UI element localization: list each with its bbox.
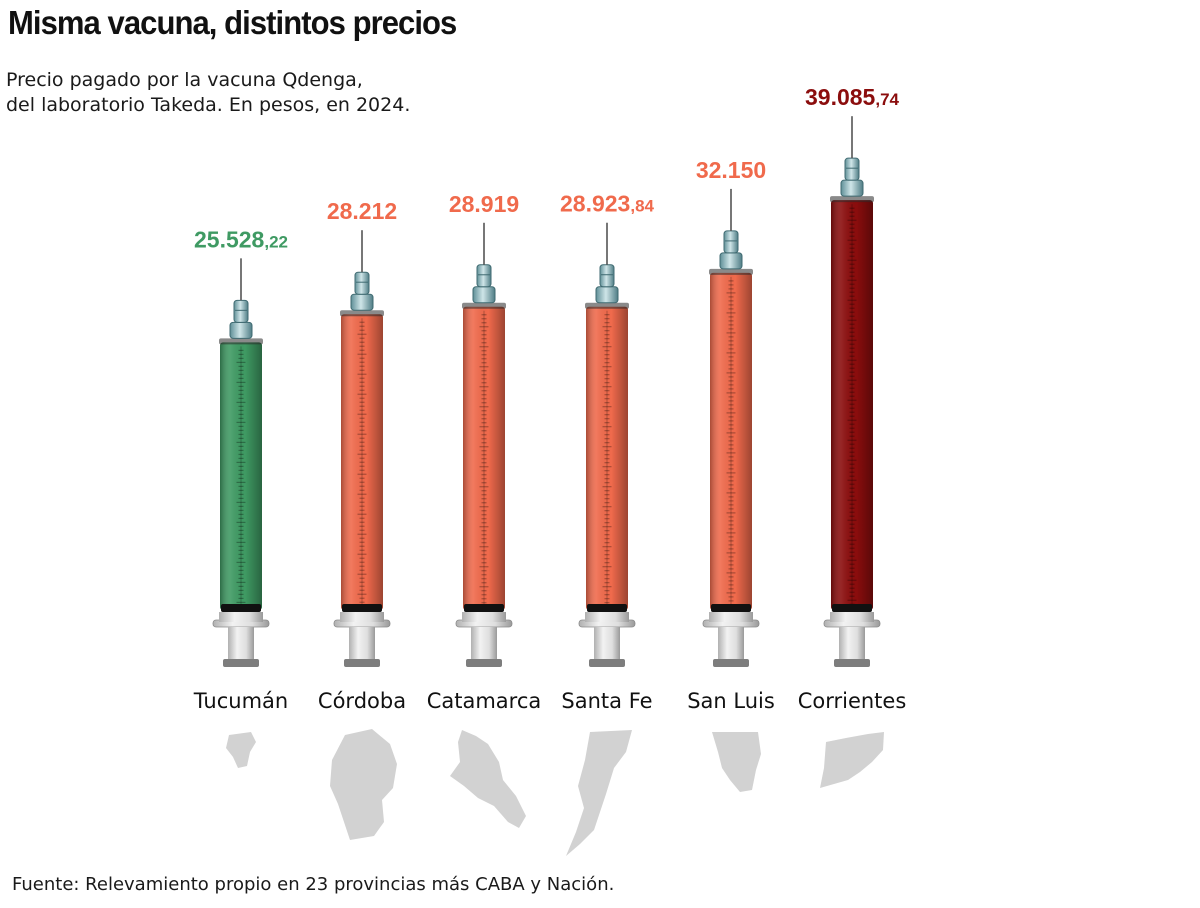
needle-hub <box>723 230 739 254</box>
value-label-main: 28.923 <box>560 191 630 217</box>
plunger-stopper <box>711 604 751 612</box>
barrel-rim <box>219 338 263 345</box>
province-map-icon <box>450 730 526 828</box>
needle-hub <box>350 293 374 311</box>
graduation-ticks <box>479 310 489 608</box>
value-label-main: 39.085 <box>805 84 876 110</box>
needle-hub <box>844 157 860 181</box>
syringe-bar <box>578 222 636 667</box>
syringe-collar <box>585 612 629 622</box>
graduation-ticks <box>602 310 612 608</box>
barrel-rim <box>709 268 753 275</box>
syringe-bar <box>333 230 391 667</box>
value-label: 32.150 <box>696 157 766 183</box>
plunger-stopper <box>342 604 382 612</box>
value-label-decimal: ,22 <box>264 232 288 251</box>
syringe-collar <box>340 612 384 622</box>
syringe-bar <box>702 188 760 667</box>
needle-hub <box>840 179 864 197</box>
category-label: Corrientes <box>798 689 907 713</box>
value-label-decimal: ,84 <box>630 197 654 216</box>
plunger-rod <box>228 627 254 659</box>
value-label: 25.528,22 <box>194 226 288 252</box>
needle-hub <box>233 299 249 323</box>
plunger-thumb <box>344 659 380 667</box>
plunger-rod <box>839 627 865 659</box>
plunger-stopper <box>587 604 627 612</box>
syringe-collar <box>462 612 506 622</box>
category-label: Córdoba <box>318 689 406 713</box>
value-label-main: 32.150 <box>696 157 766 183</box>
plunger-rod <box>594 627 620 659</box>
syringe-bar <box>823 116 881 667</box>
source-note: Fuente: Relevamiento propio en 23 provin… <box>12 874 615 895</box>
plunger-stopper <box>464 604 504 612</box>
syringe-collar <box>709 612 753 622</box>
value-label: 28.919 <box>449 191 519 217</box>
value-label-main: 25.528 <box>194 226 265 252</box>
needle-hub <box>472 286 496 304</box>
chart-subtitle: Precio pagado por la vacuna Qdenga, del … <box>6 68 526 118</box>
subtitle-line-1: Precio pagado por la vacuna Qdenga, <box>6 69 363 91</box>
bar-shading <box>586 306 628 610</box>
value-label-decimal: ,74 <box>875 90 899 109</box>
plunger-rod <box>718 627 744 659</box>
value-label: 28.212 <box>327 198 397 224</box>
bar-shading <box>831 200 873 610</box>
province-map-icon <box>330 729 397 840</box>
plunger-stopper <box>221 604 261 612</box>
chart-title: Misma vacuna, distintos precios <box>8 4 457 41</box>
graduation-ticks <box>236 346 246 608</box>
graduation-ticks <box>847 204 857 608</box>
value-label: 28.923,84 <box>560 191 655 217</box>
plunger-rod <box>349 627 375 659</box>
barrel-rim <box>340 310 384 317</box>
graduation-ticks <box>726 276 736 608</box>
province-map-icon <box>226 732 256 768</box>
category-label: Catamarca <box>427 689 542 713</box>
bar-shading <box>341 314 383 610</box>
barrel-rim <box>585 302 629 309</box>
needle-hub <box>719 252 743 270</box>
needle-hub <box>476 264 492 288</box>
value-label: 39.085,74 <box>805 84 900 110</box>
subtitle-line-2: del laboratorio Takeda. En pesos, en 202… <box>6 94 411 116</box>
needle-hub <box>354 271 370 295</box>
plunger-thumb <box>223 659 259 667</box>
plunger-rod <box>471 627 497 659</box>
category-label: Tucumán <box>193 689 288 713</box>
value-label-main: 28.919 <box>449 191 519 217</box>
needle-hub <box>595 286 619 304</box>
province-map-icon <box>566 730 632 856</box>
needle-hub <box>229 321 253 339</box>
bar-shading <box>710 272 752 610</box>
syringe-bar <box>212 258 270 667</box>
barrel-rim <box>462 302 506 309</box>
barrel-rim <box>830 196 874 203</box>
needle-hub <box>599 264 615 288</box>
category-label: Santa Fe <box>561 689 652 713</box>
syringe-bar <box>455 222 513 667</box>
province-map-icon <box>712 732 761 792</box>
plunger-thumb <box>713 659 749 667</box>
plunger-stopper <box>832 604 872 612</box>
graduation-ticks <box>357 318 367 608</box>
category-label: San Luis <box>687 689 775 713</box>
plunger-thumb <box>589 659 625 667</box>
syringe-collar <box>219 612 263 622</box>
plunger-thumb <box>466 659 502 667</box>
syringe-collar <box>830 612 874 622</box>
bar-shading <box>463 306 505 610</box>
province-map-icon <box>820 732 884 788</box>
value-label-main: 28.212 <box>327 198 397 224</box>
plunger-thumb <box>834 659 870 667</box>
bar-shading <box>220 342 262 610</box>
